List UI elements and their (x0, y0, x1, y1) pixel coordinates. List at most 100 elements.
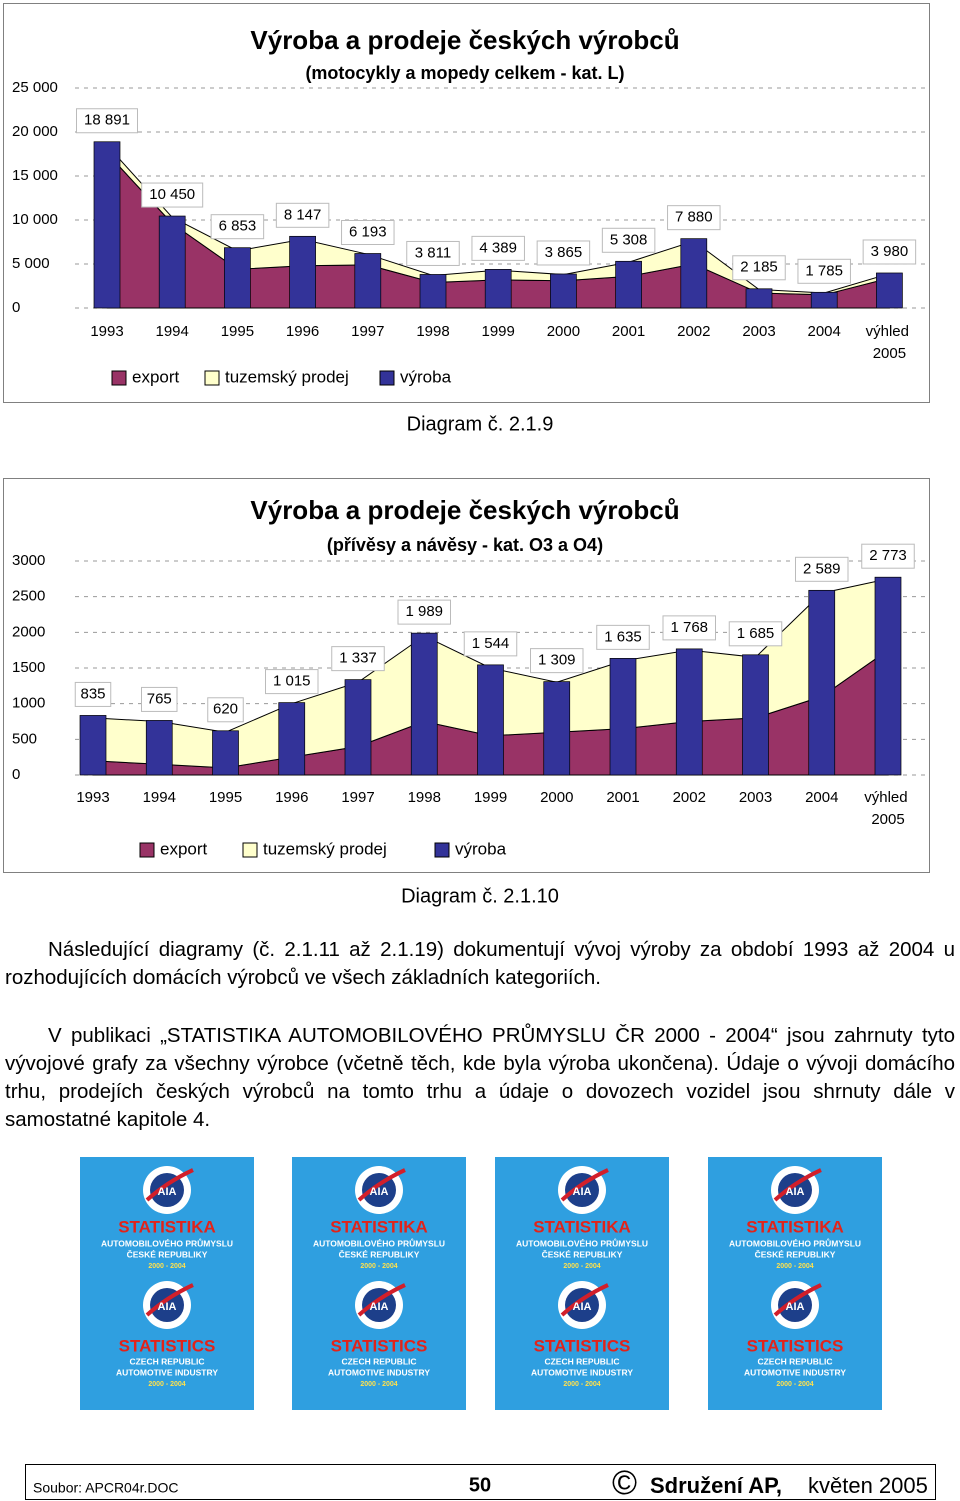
logo-text: AIA (370, 1186, 389, 1198)
cover-line: CZECH REPUBLIC (757, 1356, 832, 1366)
cover-title: STATISTICS (747, 1336, 844, 1355)
bar (477, 664, 504, 776)
data-label: 1 544 (472, 635, 510, 652)
data-label: 5 308 (610, 231, 648, 248)
data-label-box (471, 235, 525, 261)
x-tick-label: 1997 (351, 323, 384, 340)
cover-line: ČESKÉ REPUBLIKY (127, 1248, 208, 1259)
y-tick-label: 1500 (12, 659, 45, 676)
y-tick-label: 15 000 (12, 167, 58, 184)
cover-line: CZECH REPUBLIC (341, 1356, 416, 1366)
x-tick-label: 2000 (540, 789, 573, 806)
bar (419, 274, 447, 309)
data-label-box (397, 599, 451, 625)
y-tick-label: 2000 (12, 623, 45, 640)
chart-title: Výroba a prodeje českých výrobců (250, 25, 679, 55)
bar (278, 702, 306, 776)
data-label-box (862, 239, 917, 265)
legend-swatch (434, 842, 450, 858)
logo-inner (150, 1173, 184, 1207)
bar (808, 589, 836, 776)
data-label: 10 450 (149, 186, 195, 203)
bar (874, 576, 902, 776)
x-tick-label: 1997 (341, 789, 374, 806)
cover-line: AUTOMOTIVE INDUSTRY (328, 1367, 430, 1377)
x-tick-label: 1999 (482, 323, 515, 340)
x-tick-label: 1994 (143, 789, 176, 806)
data-label-box (861, 543, 915, 569)
cover-line: 2000 - 2004 (360, 1381, 397, 1388)
data-label: 2 773 (869, 547, 907, 564)
data-label: 3 811 (415, 244, 451, 261)
footer-frame (25, 1464, 936, 1500)
bar (354, 253, 382, 309)
cover-line: AUTOMOTIVE INDUSTRY (531, 1367, 633, 1377)
logo-swoosh (145, 1168, 194, 1202)
x-tick-label: 1998 (408, 789, 441, 806)
data-label: 1 309 (538, 652, 576, 669)
data-label-box (265, 669, 319, 695)
bar (550, 273, 577, 309)
data-label-box (141, 182, 204, 208)
cover-line: AUTOMOBILOVÉHO PRŮMYSLU (729, 1237, 861, 1248)
bar (224, 247, 251, 309)
cover-line: 2000 - 2004 (776, 1381, 813, 1388)
y-tick-label: 10 000 (12, 211, 58, 228)
chart-title: Výroba a prodeje českých výrobců (250, 495, 679, 525)
x-tick-label: 1995 (221, 323, 254, 340)
logo-text: AIA (158, 1301, 177, 1313)
paragraph: V publikaci „STATISTIKA AUTOMOBILOVÉHO P… (5, 1024, 955, 1131)
cover-line: ČESKÉ REPUBLIKY (542, 1248, 623, 1259)
data-label-box (275, 202, 330, 228)
bar (615, 260, 642, 309)
data-label-box (732, 255, 786, 281)
bar (609, 658, 637, 776)
bar (344, 679, 372, 776)
x-tick-label: 1993 (90, 323, 123, 340)
data-label-box (210, 214, 265, 240)
bar (810, 291, 838, 309)
footer-page: 50 (469, 1474, 491, 1496)
x-tick-label: 1999 (474, 789, 507, 806)
x-tick-label: 2002 (677, 323, 710, 340)
x-tick-label: výhled 2005 (864, 789, 912, 828)
data-label: 2 185 (740, 259, 778, 276)
cover-title: STATISTIKA (118, 1217, 216, 1236)
data-label: 3 865 (545, 244, 583, 261)
y-tick-label: 5 000 (12, 255, 50, 272)
data-label: 8 147 (284, 206, 322, 223)
data-label: 765 (147, 690, 172, 707)
data-label-box (331, 646, 385, 672)
x-tick-label: 2003 (739, 789, 772, 806)
logo-inner (362, 1288, 396, 1322)
x-tick-label: 1998 (416, 323, 449, 340)
data-label-box (141, 686, 178, 712)
legend-label: výroba (400, 367, 452, 386)
bar (145, 720, 173, 776)
logo-text: AIA (786, 1186, 805, 1198)
x-tick-label: 1996 (275, 789, 308, 806)
x-tick-label: 1996 (286, 323, 319, 340)
data-label-box (662, 615, 716, 641)
chart-subtitle: (motocykly a mopedy celkem - kat. L) (305, 63, 624, 83)
logo-swoosh (773, 1283, 822, 1317)
cover-line: AUTOMOBILOVÉHO PRŮMYSLU (516, 1237, 648, 1248)
bar (289, 235, 316, 309)
data-label: 18 891 (84, 112, 130, 129)
data-label: 835 (80, 685, 105, 702)
logo-text: AIA (786, 1301, 805, 1313)
cover-title: STATISTIKA (533, 1217, 631, 1236)
bar (675, 648, 703, 776)
legend-swatch (379, 370, 395, 386)
cover-line: ČESKÉ REPUBLIKY (339, 1248, 420, 1259)
cover-line: CZECH REPUBLIC (544, 1356, 619, 1366)
y-tick-label: 2500 (12, 588, 45, 605)
y-tick-label: 0 (12, 299, 20, 316)
data-label: 1 337 (339, 650, 377, 667)
cover-line: 2000 - 2004 (148, 1381, 185, 1388)
bar (410, 632, 438, 776)
